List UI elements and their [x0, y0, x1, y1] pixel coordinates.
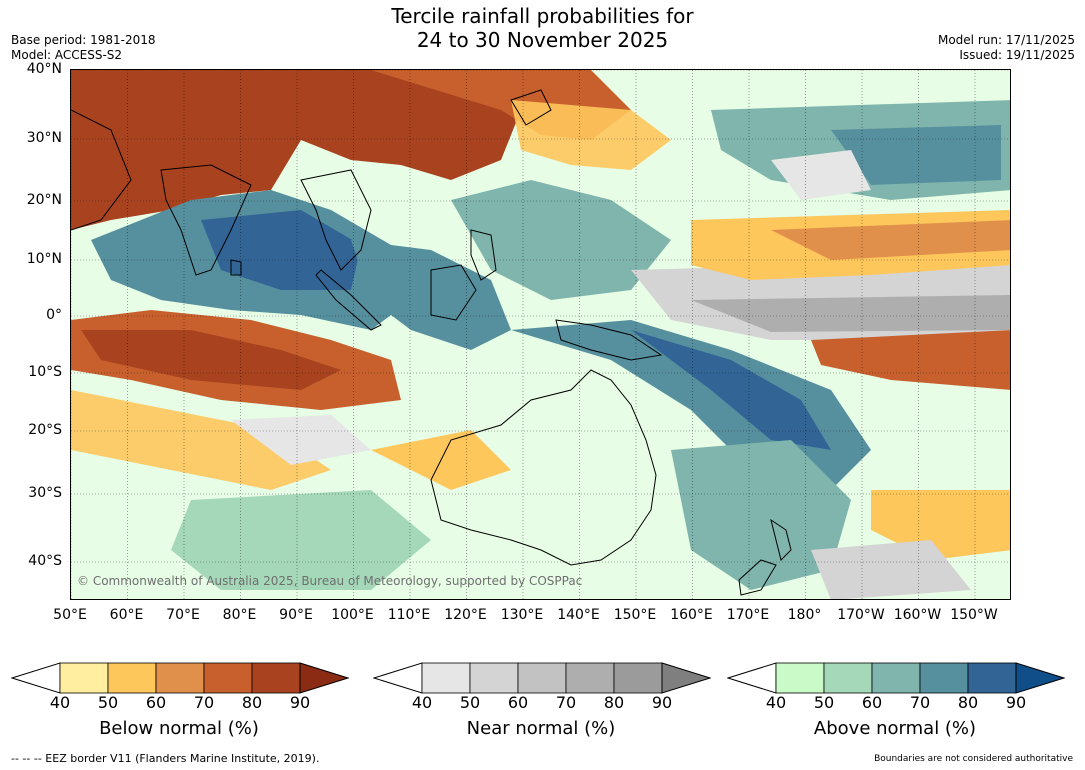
colorbar-tick-label: 70: [555, 693, 577, 712]
colorbar-tick-label: 40: [411, 693, 433, 712]
longitude-label: 110°E: [387, 607, 431, 623]
longitude-label: 100°E: [331, 607, 374, 623]
colorbar-title: Above normal (%): [813, 718, 977, 739]
colorbar-segment: [871, 662, 921, 694]
colorbar-segment: [155, 662, 205, 694]
colorbar-tick-label: 70: [193, 693, 215, 712]
rainfall-probability-map: [71, 70, 1010, 599]
latitude-label: 0°: [46, 307, 62, 323]
colorbar-under-triangle: [11, 662, 61, 694]
latitude-label: 40°S: [28, 553, 62, 569]
longitude-label: 50°E: [53, 607, 87, 623]
meta-right: Model run: 17/11/2025 Issued: 19/11/2025: [938, 33, 1075, 63]
longitude-label: 160°W: [893, 607, 942, 623]
land-masses: [71, 89, 792, 596]
colorbar-segment: [469, 662, 519, 694]
colorbar-segment: [775, 662, 825, 694]
chart-title: Tercile rainfall probabilities for 24 to…: [0, 4, 1085, 52]
issued-text: Issued: 19/11/2025: [959, 48, 1075, 62]
colorbar-tick-label: 50: [459, 693, 481, 712]
colorbar-tick-label: 80: [241, 693, 263, 712]
colorbar-segment: [967, 662, 1017, 694]
latitude-label: 20°N: [26, 192, 62, 208]
latitude-label: 40°N: [26, 61, 62, 77]
colorbar-tick-label: 50: [813, 693, 835, 712]
longitude-label: 80°E: [222, 607, 257, 623]
colorbar-segment: [919, 662, 969, 694]
colorbar-tick-label: 80: [957, 693, 979, 712]
colorbar-segment: [613, 662, 663, 694]
latitude-label: 30°N: [26, 130, 62, 146]
longitude-label: 120°E: [444, 607, 487, 623]
colorbar-tick-label: 90: [651, 693, 673, 712]
colorbar-over-triangle: [1015, 662, 1065, 694]
colorbar-title: Near normal (%): [466, 718, 616, 739]
colorbar-segment: [251, 662, 301, 694]
longitude-label: 170°E: [726, 607, 770, 623]
longitude-label: 160°E: [670, 607, 713, 623]
colorbar: [373, 662, 711, 694]
colorbar-segment: [823, 662, 873, 694]
colorbar-tick-label: 60: [507, 693, 529, 712]
colorbar-title: Below normal (%): [99, 718, 259, 739]
longitude-label: 140°E: [557, 607, 600, 623]
colorbar-segment: [421, 662, 471, 694]
meta-left: Base period: 1981-2018 Model: ACCESS-S2: [11, 33, 156, 63]
model-run-text: Model run: 17/11/2025: [937, 33, 1075, 47]
colorbar-segment: [59, 662, 109, 694]
colorbar-tick-label: 40: [49, 693, 71, 712]
colorbar-tick-label: 70: [909, 693, 931, 712]
colorbar-segment: [517, 662, 567, 694]
model-text: Model: ACCESS-S2: [11, 48, 123, 62]
longitude-label: 60°E: [109, 607, 144, 623]
boundaries-disclaimer: Boundaries are not considered authoritat…: [874, 754, 1073, 764]
eez-border-note: -- -- -- EEZ border V11 (Flanders Marine…: [11, 752, 320, 765]
graticule: [71, 70, 1010, 599]
colorbar-tick-label: 60: [145, 693, 167, 712]
colorbar: [11, 662, 349, 694]
longitude-label: 90°E: [279, 607, 313, 623]
colorbar-tick-label: 40: [765, 693, 787, 712]
latitude-label: 30°S: [28, 485, 62, 501]
colorbar-segment: [203, 662, 253, 694]
map-panel: © Commonwealth of Australia 2025, Bureau…: [70, 69, 1011, 600]
colorbar-over-triangle: [661, 662, 711, 694]
colorbar-segment: [565, 662, 615, 694]
longitude-label: 70°E: [166, 607, 200, 623]
colorbar-tick-label: 60: [861, 693, 883, 712]
colorbar: [727, 662, 1065, 694]
colorbar-under-triangle: [373, 662, 423, 694]
copyright-credit: © Commonwealth of Australia 2025, Bureau…: [77, 574, 583, 588]
colorbar-tick-label: 80: [603, 693, 625, 712]
base-period-text: Base period: 1981-2018: [11, 33, 156, 47]
title-line-1: Tercile rainfall probabilities for: [391, 4, 694, 28]
longitude-label: 150°E: [613, 607, 657, 623]
longitude-label: 170°W: [837, 607, 885, 623]
colorbar-over-triangle: [299, 662, 349, 694]
longitude-label: 180°: [787, 607, 822, 623]
colorbar-tick-label: 90: [1005, 693, 1027, 712]
colorbar-under-triangle: [727, 662, 777, 694]
colorbar-segment: [107, 662, 157, 694]
title-line-2: 24 to 30 November 2025: [416, 28, 669, 52]
latitude-label: 10°N: [26, 251, 62, 267]
probability-field: [71, 70, 1010, 599]
longitude-label: 130°E: [500, 607, 544, 623]
latitude-label: 10°S: [28, 364, 62, 380]
colorbar-tick-label: 50: [97, 693, 119, 712]
longitude-label: 150°W: [950, 607, 998, 623]
latitude-label: 20°S: [28, 422, 62, 438]
colorbar-tick-label: 90: [289, 693, 311, 712]
